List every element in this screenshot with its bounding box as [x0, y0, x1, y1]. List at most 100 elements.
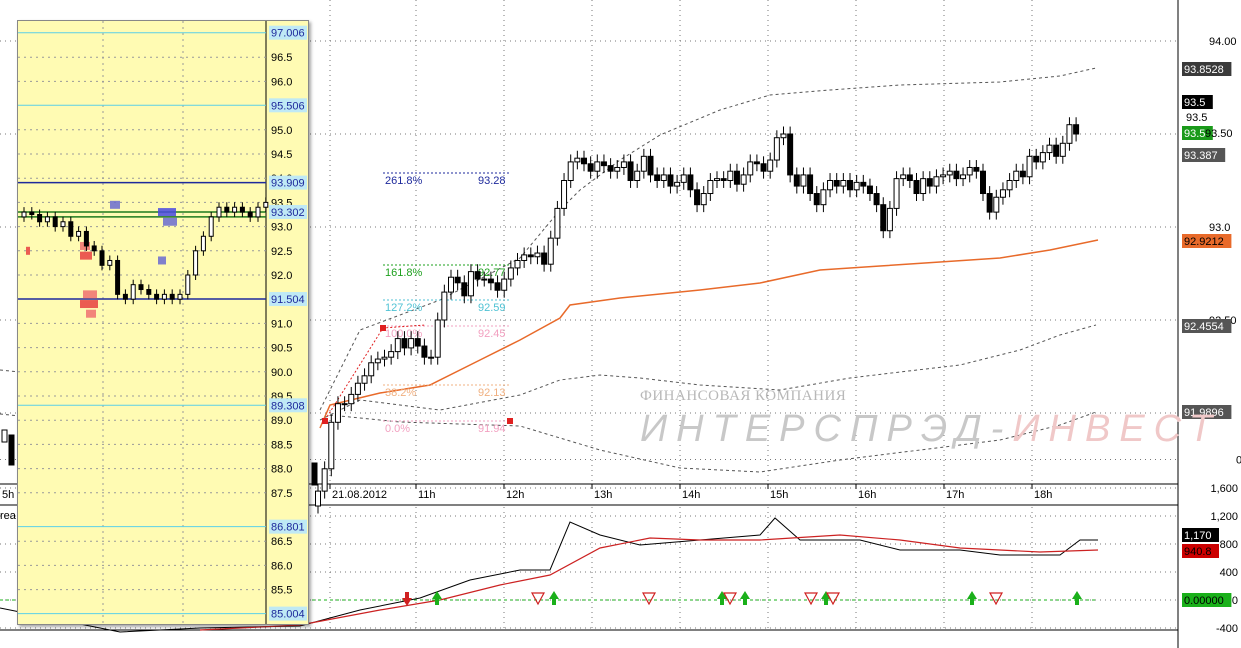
inset-y-label: 86.0: [271, 560, 292, 572]
axes-layer: 21.08.2012 11h 12h 13h 14h 15h 16h 17h 18h 5h 94.0…: [0, 36, 1241, 635]
candle-up: [700, 193, 707, 206]
buy-arrow-icon: [432, 591, 442, 605]
inset-candle: [21, 211, 27, 218]
candle-down: [487, 278, 494, 284]
candle-down: [421, 345, 428, 358]
candle-up: [467, 271, 474, 297]
buy-arrow-icon: [967, 591, 977, 605]
osc-tag-label: 940.8: [1184, 546, 1212, 558]
fib-value-label: 93.28: [478, 175, 506, 187]
candle-up: [614, 166, 621, 172]
candle-up: [334, 403, 341, 423]
inset-level-tag: [269, 292, 307, 307]
candle-up: [999, 189, 1006, 198]
price-tag: [1182, 126, 1213, 140]
inset-candle: [208, 216, 214, 237]
candle-down: [860, 181, 867, 187]
x-tick-label: 11h: [418, 489, 436, 501]
candle-down: [694, 189, 701, 206]
candle-up: [368, 362, 375, 377]
candle-down: [913, 180, 920, 195]
candle-up: [1046, 144, 1053, 154]
price-tag: [1182, 234, 1232, 248]
candle-up: [501, 278, 508, 291]
candle-up: [800, 174, 807, 187]
candle-up: [920, 178, 927, 195]
inset-y-label: 92.5: [271, 246, 292, 258]
candle-down: [953, 170, 960, 180]
candle-up: [640, 155, 647, 172]
price-tag-label: 93.5: [1184, 128, 1205, 140]
inset-candle: [37, 214, 43, 223]
inset-level-tag: [269, 175, 307, 190]
inset-y-label: 87.5: [271, 488, 292, 500]
price-tags-layer: 93.8528 93.5 93.5 93.387 92.9212 92.4554 91.98…: [1182, 62, 1233, 607]
candle-up: [388, 351, 395, 358]
osc-tag-label: 0.00000: [1184, 595, 1224, 607]
fib-pct-label: 261.8%: [385, 175, 423, 187]
inset-candle: [91, 245, 97, 252]
candle-down: [654, 174, 661, 181]
inset-candle: [29, 211, 35, 216]
candle-down: [1019, 170, 1026, 178]
x-tick-label: 17h: [946, 489, 964, 501]
sell-triangle-icon: [530, 592, 546, 606]
fib-layer: 261.8% 93.28 161.8% 92.77 127.2% 92.59 100.0% 9…: [322, 172, 513, 435]
candle-down: [733, 170, 740, 185]
watermark-b: ИНВЕСТ: [1012, 408, 1222, 450]
inset-canvas[interactable]: 96.596.095.094.594.093.593.092.592.091.0…: [18, 21, 308, 624]
x-tick-label-left: 5h: [2, 489, 14, 501]
inset-candle: [83, 230, 89, 247]
candle-down: [986, 193, 993, 213]
candle-up: [348, 393, 355, 405]
osc-tag: [1182, 528, 1219, 542]
osc-y-label: 1,200: [1210, 511, 1238, 523]
candle-up: [507, 267, 514, 280]
candle-down: [1073, 124, 1080, 135]
candle-up: [594, 161, 601, 172]
x-tick-label: 15h: [770, 489, 788, 501]
candle-up: [1026, 155, 1033, 178]
inset-candle: [224, 206, 230, 213]
fib-pct-label: 127.2%: [385, 302, 423, 314]
inset-y-label: 93.0: [271, 222, 292, 234]
candle-down: [687, 174, 694, 191]
candle-edge: [8, 434, 15, 466]
inset-candle: [193, 250, 199, 276]
candle-up: [827, 180, 834, 191]
inset-candle: [232, 206, 238, 213]
inset-level-label: 93.909: [271, 178, 305, 190]
sell-triangle-icon: [988, 592, 1004, 606]
candle-down: [527, 254, 534, 258]
price-tag-label: 92.4554: [1184, 321, 1224, 333]
candle-up: [840, 180, 847, 187]
inset-candle: [60, 221, 66, 228]
volume-profile-inset[interactable]: 96.596.095.094.594.093.593.092.592.091.0…: [17, 20, 309, 625]
candle-up: [747, 161, 754, 176]
candle-up: [680, 174, 687, 183]
inset-candle: [44, 216, 50, 223]
price-tag-label: 91.9896: [1184, 407, 1224, 419]
inset-level-label: 86.801: [271, 522, 305, 534]
watermark-line2: ИНТЕРСПРЭД-ИНВЕСТ: [640, 408, 1221, 451]
fib-anchor-right: [507, 418, 513, 424]
inset-y-label: 90.0: [271, 367, 292, 379]
candle-up: [960, 174, 967, 180]
candle-up: [328, 421, 335, 470]
candle-down: [461, 282, 468, 297]
watermark-a: ИНТЕРСПРЭД-: [640, 408, 1013, 450]
candle-down: [926, 178, 933, 187]
candle-up: [933, 176, 940, 187]
candles-layer: [1, 117, 1080, 514]
volume-profile-bar: [158, 208, 176, 217]
osc-tag: [1182, 544, 1219, 558]
candle-down: [866, 185, 873, 195]
inset-y-label: 92.0: [271, 270, 292, 282]
volume-profile-bar: [86, 309, 96, 318]
candle-up: [561, 180, 568, 209]
x-tick-label: 14h: [682, 489, 700, 501]
volume-profile-bar: [83, 290, 97, 299]
candle-up: [946, 170, 953, 176]
buy-arrow-icon: [1072, 591, 1082, 605]
